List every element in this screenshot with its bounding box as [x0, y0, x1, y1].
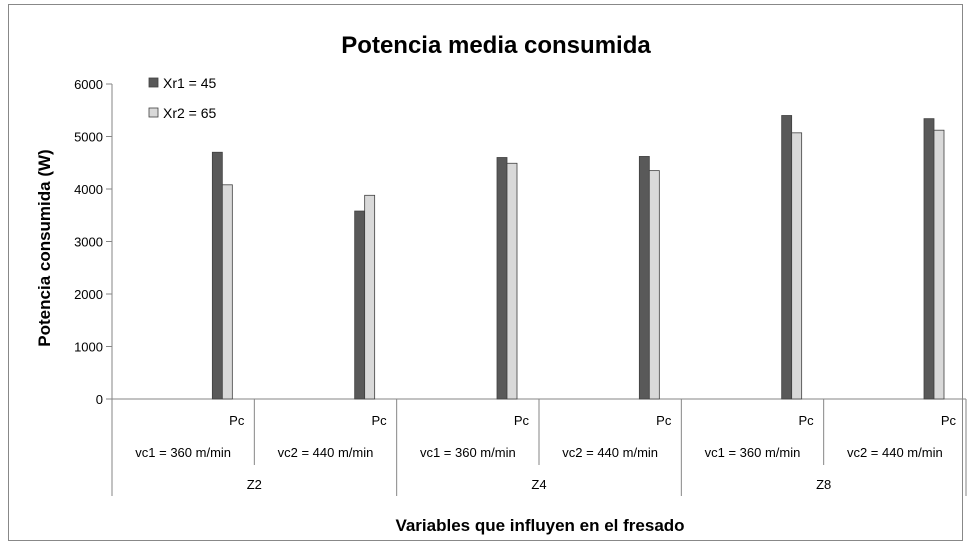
middle-category-label: vc2 = 440 m/min: [278, 445, 374, 460]
y-tick-label: 0: [96, 392, 103, 407]
axes: 0 1000 2000 3000 4000 5000 6000: [74, 77, 967, 496]
bar-2: [221, 184, 233, 400]
bar-1: [638, 156, 650, 400]
y-tick-label: 4000: [74, 182, 103, 197]
y-tick-label: 3000: [74, 235, 103, 250]
bar-1: [354, 210, 366, 400]
category-labels: Pc vc1 = 360 m/min Pc vc2 = 440 m/min Pc vc1 …: [135, 413, 956, 492]
bar-2: [364, 194, 376, 400]
bars: [211, 115, 945, 400]
y-tick-label: 5000: [74, 130, 103, 145]
legend-swatch: [148, 77, 159, 88]
chart-title: Potencia media consumida: [341, 32, 651, 59]
y-tick-label: 1000: [74, 340, 103, 355]
legend-swatch: [148, 107, 159, 118]
bar-2: [933, 129, 945, 400]
middle-category-label: vc1 = 360 m/min: [135, 445, 231, 460]
inner-category-label: Pc: [941, 413, 957, 428]
bar-1: [781, 115, 793, 400]
outer-category-label: Z8: [816, 477, 831, 492]
legend: Xr1 = 45 Xr2 = 65: [148, 75, 217, 121]
legend-label: Xr2 = 65: [163, 105, 217, 121]
legend-label: Xr1 = 45: [163, 75, 217, 91]
bar-1: [211, 151, 223, 400]
inner-category-label: Pc: [514, 413, 530, 428]
middle-category-label: vc2 = 440 m/min: [847, 445, 943, 460]
x-axis-title: Variables que influyen en el fresado: [395, 516, 684, 535]
y-axis-title: Potencia consumida (W): [35, 149, 54, 346]
outer-category-label: Z4: [531, 477, 546, 492]
inner-category-label: Pc: [229, 413, 245, 428]
chart-frame: [8, 4, 963, 541]
bar-2: [506, 162, 518, 400]
outer-category-label: Z2: [247, 477, 262, 492]
inner-category-label: Pc: [656, 413, 672, 428]
y-tick-label: 6000: [74, 77, 103, 92]
middle-category-label: vc1 = 360 m/min: [705, 445, 801, 460]
inner-category-label: Pc: [371, 413, 387, 428]
bar-2: [648, 170, 660, 400]
inner-category-label: Pc: [798, 413, 814, 428]
bar-2: [791, 132, 803, 400]
middle-category-label: vc2 = 440 m/min: [562, 445, 658, 460]
bar-1: [496, 157, 508, 400]
middle-category-label: vc1 = 360 m/min: [420, 445, 516, 460]
bar-1: [923, 118, 935, 400]
y-tick-label: 2000: [74, 287, 103, 302]
